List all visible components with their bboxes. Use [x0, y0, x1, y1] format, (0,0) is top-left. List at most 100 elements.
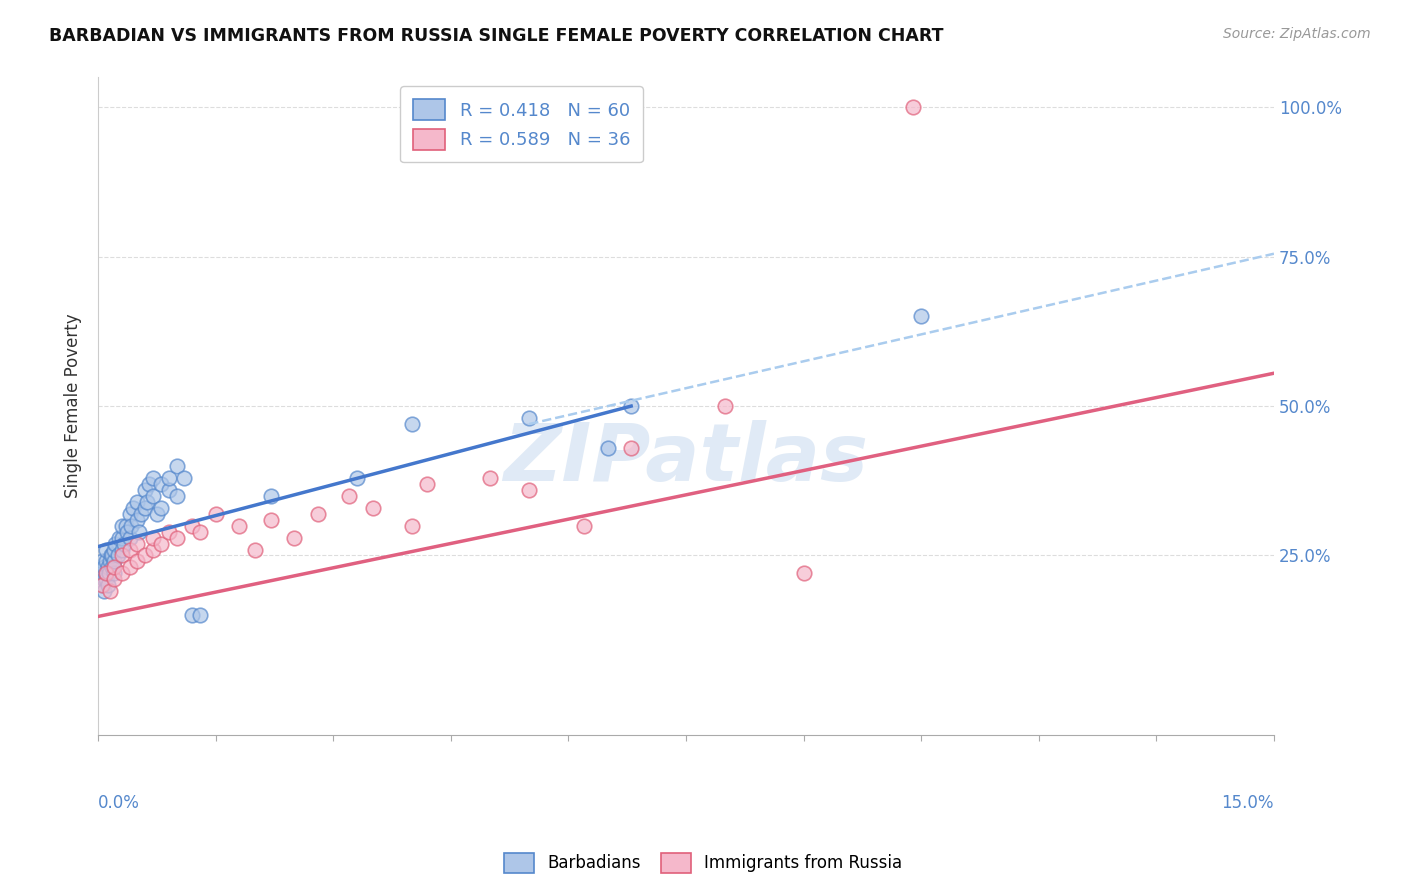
Point: [122, 500, 145, 515]
Point: [361, 500, 384, 515]
Point: [243, 542, 266, 557]
Point: [129, 507, 152, 521]
Point: [115, 524, 138, 539]
Text: 15.0%: 15.0%: [1222, 794, 1274, 812]
Text: BARBADIAN VS IMMIGRANTS FROM RUSSIA SINGLE FEMALE POVERTY CORRELATION CHART: BARBADIAN VS IMMIGRANTS FROM RUSSIA SING…: [49, 27, 943, 45]
Point: [142, 489, 165, 503]
Point: [620, 441, 643, 455]
Point: [142, 471, 165, 485]
Point: [157, 483, 180, 497]
Point: [157, 471, 180, 485]
Point: [94, 566, 117, 581]
Point: [91, 554, 114, 568]
Point: [93, 584, 115, 599]
Text: 0.0%: 0.0%: [98, 794, 141, 812]
Point: [173, 471, 195, 485]
Point: [346, 471, 368, 485]
Point: [120, 518, 142, 533]
Point: [620, 399, 643, 413]
Point: [142, 542, 165, 557]
Point: [259, 489, 281, 503]
Point: [307, 507, 329, 521]
Point: [107, 549, 129, 563]
Point: [572, 518, 595, 533]
Point: [93, 560, 115, 574]
Point: [714, 399, 737, 413]
Point: [112, 536, 135, 550]
Point: [100, 549, 122, 563]
Point: [91, 578, 114, 592]
Point: [93, 573, 115, 587]
Point: [401, 417, 423, 431]
Point: [103, 554, 125, 568]
Point: [94, 566, 117, 581]
Point: [118, 507, 141, 521]
Point: [903, 100, 925, 114]
Point: [127, 554, 149, 568]
Point: [101, 549, 124, 563]
Point: [188, 524, 211, 539]
Point: [103, 573, 125, 587]
Point: [204, 507, 226, 521]
Point: [127, 536, 149, 550]
Point: [108, 531, 131, 545]
Text: Source: ZipAtlas.com: Source: ZipAtlas.com: [1223, 27, 1371, 41]
Point: [142, 531, 165, 545]
Text: ZIPatlas: ZIPatlas: [503, 419, 869, 498]
Point: [103, 560, 125, 574]
Point: [181, 518, 204, 533]
Point: [111, 566, 134, 581]
Point: [134, 500, 156, 515]
Point: [181, 608, 204, 623]
Point: [910, 310, 932, 324]
Point: [118, 542, 141, 557]
Point: [479, 471, 502, 485]
Point: [98, 584, 121, 599]
Point: [90, 566, 112, 581]
Point: [166, 458, 188, 473]
Point: [401, 518, 423, 533]
Point: [146, 507, 169, 521]
Point: [517, 411, 540, 425]
Point: [337, 489, 360, 503]
Point: [157, 524, 180, 539]
Point: [94, 542, 117, 557]
Point: [103, 566, 125, 581]
Point: [135, 494, 157, 508]
Point: [114, 518, 136, 533]
Point: [149, 500, 172, 515]
Point: [228, 518, 250, 533]
Point: [283, 531, 305, 545]
Point: [259, 513, 281, 527]
Point: [94, 573, 117, 587]
Point: [94, 554, 117, 568]
Point: [97, 578, 120, 592]
Point: [596, 441, 619, 455]
Point: [104, 536, 127, 550]
Point: [111, 549, 134, 563]
Point: [166, 531, 188, 545]
Point: [149, 476, 172, 491]
Point: [97, 560, 120, 574]
Point: [166, 489, 188, 503]
Y-axis label: Single Female Poverty: Single Female Poverty: [65, 314, 82, 499]
Point: [118, 560, 141, 574]
Point: [517, 483, 540, 497]
Point: [111, 542, 134, 557]
Point: [416, 476, 439, 491]
Point: [128, 524, 150, 539]
Point: [138, 476, 160, 491]
Point: [111, 518, 134, 533]
Point: [103, 542, 125, 557]
Point: [134, 483, 156, 497]
Point: [100, 560, 122, 574]
Legend: Barbadians, Immigrants from Russia: Barbadians, Immigrants from Russia: [498, 847, 908, 880]
Point: [111, 531, 134, 545]
Point: [149, 536, 172, 550]
Legend: R = 0.418   N = 60, R = 0.589   N = 36: R = 0.418 N = 60, R = 0.589 N = 36: [401, 87, 643, 162]
Point: [188, 608, 211, 623]
Point: [91, 578, 114, 592]
Point: [98, 566, 121, 581]
Point: [134, 549, 156, 563]
Point: [793, 566, 815, 581]
